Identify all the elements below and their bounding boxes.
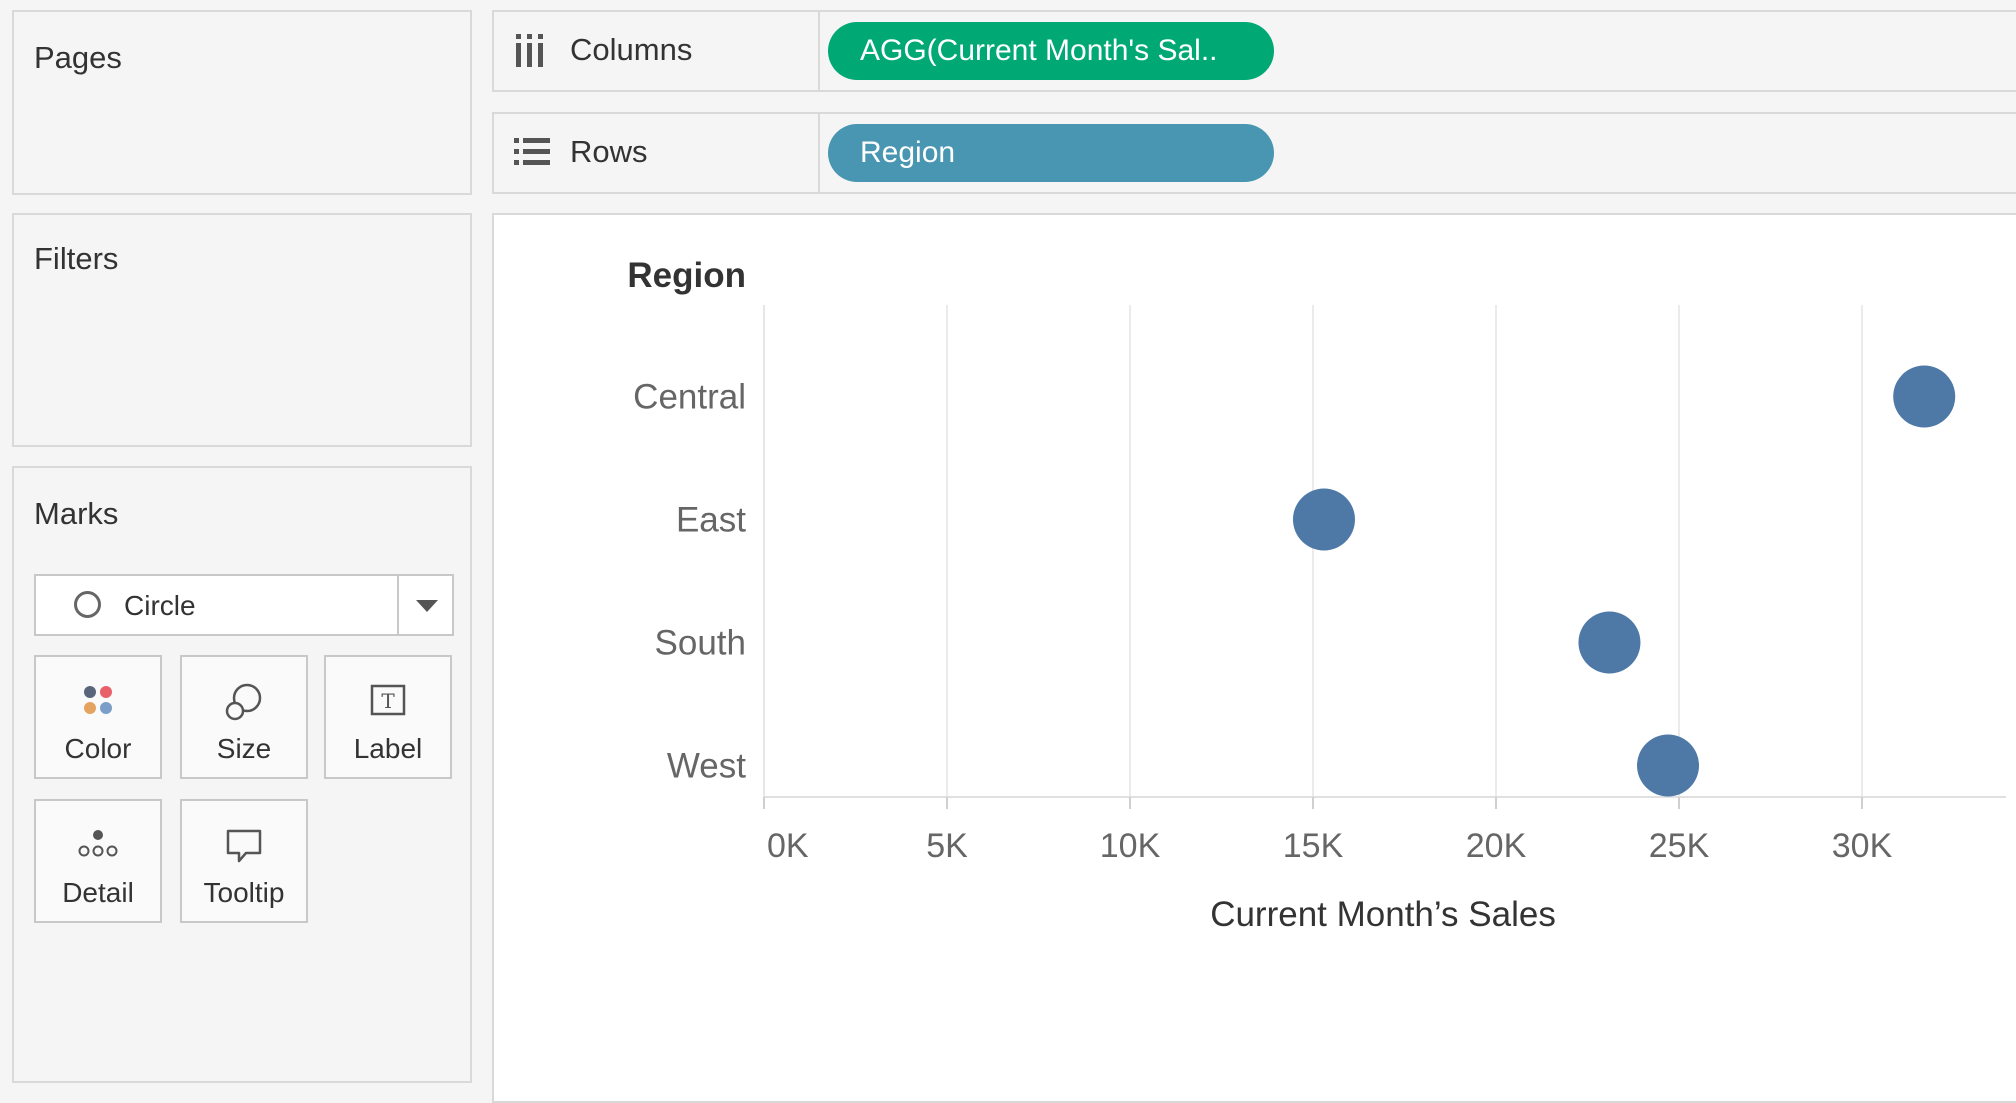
category-label: Central [633, 378, 746, 417]
circle-mark-icon [74, 591, 101, 618]
marks-title: Marks [34, 496, 119, 531]
label-label: Label [353, 733, 423, 764]
x-tick-label: 20K [1466, 827, 1527, 865]
category-label: South [655, 624, 746, 663]
row-header: Region [627, 256, 746, 295]
pages-card[interactable]: Pages [12, 10, 472, 195]
columns-icon [516, 34, 543, 67]
columns-label: Columns [570, 32, 693, 67]
detail-button[interactable]: Detail [34, 799, 162, 923]
size-label: Size [216, 733, 272, 764]
rows-icon [514, 138, 550, 165]
detail-dots-icon [78, 830, 118, 857]
x-tick-label: 10K [1100, 827, 1161, 865]
rows-pill[interactable]: Region [828, 124, 1274, 182]
rows-label: Rows [570, 134, 648, 169]
filters-card[interactable]: Filters [12, 213, 472, 447]
tooltip-label: Tooltip [203, 877, 285, 908]
mark-type-dropdown[interactable]: Circle [34, 574, 454, 636]
shelf-divider [818, 114, 820, 192]
x-tick-label: 25K [1649, 827, 1710, 865]
pages-title: Pages [34, 40, 122, 75]
chart-view[interactable]: 0K 5K 10K 15K 20K 25K 30K Current Month’s Sales… [492, 213, 2016, 1103]
category-label: East [676, 501, 746, 540]
data-point [1292, 488, 1355, 551]
marks-card: Marks Circle Color Size T Label [12, 466, 472, 1083]
tooltip-bubble-icon [226, 829, 262, 863]
x-tick-label: 5K [926, 827, 968, 865]
color-dots-icon [84, 686, 112, 714]
rows-shelf[interactable]: Rows Region [492, 112, 2016, 194]
x-axis-title: Current Month’s Sales [1210, 895, 1556, 934]
label-text-icon: T [370, 684, 406, 716]
category-label: West [667, 747, 746, 786]
x-tick-label: 30K [1832, 827, 1893, 865]
columns-pill[interactable]: AGG(Current Month's Sal.. [828, 22, 1274, 80]
columns-shelf[interactable]: Columns AGG(Current Month's Sal.. [492, 10, 2016, 92]
size-button[interactable]: Size [180, 655, 308, 779]
chevron-down-icon[interactable] [416, 600, 438, 612]
data-point [1893, 365, 1956, 428]
label-button[interactable]: T Label [324, 655, 452, 779]
detail-label: Detail [62, 877, 134, 908]
filters-title: Filters [34, 241, 119, 276]
data-point [1637, 734, 1700, 797]
mark-type-label: Circle [124, 590, 196, 621]
color-label: Color [64, 733, 132, 764]
tooltip-button[interactable]: Tooltip [180, 799, 308, 923]
x-tick-label: 15K [1283, 827, 1344, 865]
color-button[interactable]: Color [34, 655, 162, 779]
shelf-divider [818, 12, 820, 90]
dropdown-divider [397, 576, 399, 634]
svg-text:T: T [381, 689, 395, 713]
scatter-chart: 0K 5K 10K 15K 20K 25K 30K Current Month’s Sales… [627, 256, 2006, 934]
size-circles-icon [225, 683, 262, 721]
x-tick-label: 0K [767, 827, 809, 865]
data-point [1578, 611, 1641, 674]
